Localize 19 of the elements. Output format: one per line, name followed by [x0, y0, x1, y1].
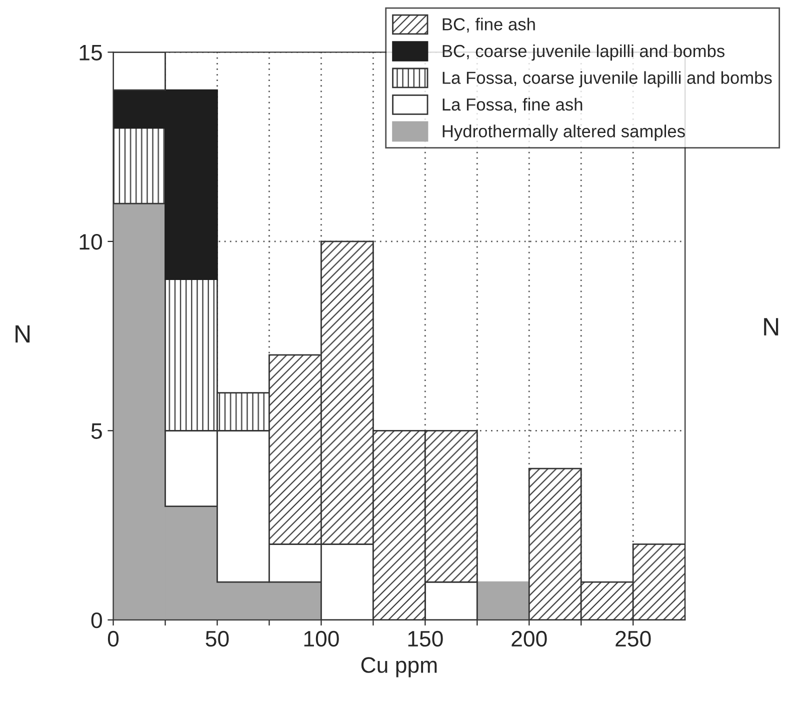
y-axis-title: N — [16, 325, 30, 343]
legend-label: BC, coarse juvenile lapilli and bombs — [442, 44, 724, 61]
y-tick-label: 10 — [80, 234, 102, 250]
x-tick-label: 100 — [304, 630, 339, 647]
legend-label: La Fossa, coarse juvenile lapilli and bombs — [442, 71, 772, 88]
y-tick-label: 15 — [80, 44, 102, 60]
legend-label: BC, fine ash — [442, 18, 535, 33]
x-tick-label: 50 — [206, 630, 229, 647]
x-tick-label: 0 — [108, 630, 119, 647]
y-tick-label: 0 — [91, 612, 102, 628]
x-tick-label: 150 — [408, 630, 443, 647]
bar — [476, 581, 530, 620]
legend-label: La Fossa, fine ash — [442, 98, 582, 113]
x-tick-label: 200 — [512, 630, 547, 647]
legend-label: Hydrothermally altered samples — [442, 124, 685, 141]
x-axis-title: Cu ppm — [361, 657, 437, 678]
y-tick-label: 5 — [91, 423, 102, 439]
text: N — [764, 318, 778, 336]
x-tick-label: 250 — [616, 630, 651, 647]
